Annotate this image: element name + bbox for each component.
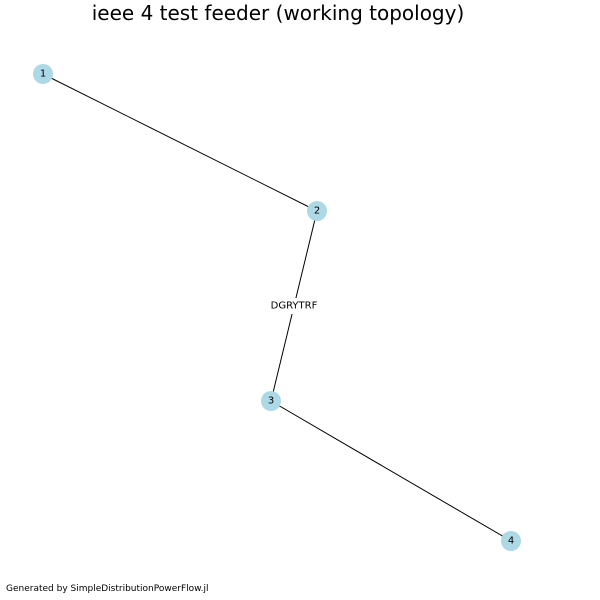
node-4: 4 <box>501 531 521 551</box>
edge-labels-layer: DGRYTRF <box>268 298 320 314</box>
node-circle <box>261 391 281 411</box>
node-1: 1 <box>33 64 53 84</box>
edge-label-background <box>268 298 320 314</box>
node-3: 3 <box>261 391 281 411</box>
node-circle <box>33 64 53 84</box>
edge-1-2 <box>42 73 318 212</box>
edge-label-2-3: DGRYTRF <box>271 301 318 312</box>
node-circle <box>501 531 521 551</box>
node-circle <box>307 201 327 221</box>
node-label: 3 <box>268 396 274 407</box>
node-2: 2 <box>307 201 327 221</box>
footer-credit: Generated by SimpleDistributionPowerFlow… <box>6 584 209 594</box>
nodes-layer: 1 2 3 4 <box>33 64 521 551</box>
node-label: 1 <box>40 69 46 80</box>
node-label: 2 <box>314 206 320 217</box>
diagram-title: ieee 4 test feeder (working topology) <box>92 1 465 25</box>
edge-3-4 <box>270 400 512 542</box>
node-label: 4 <box>508 536 514 547</box>
